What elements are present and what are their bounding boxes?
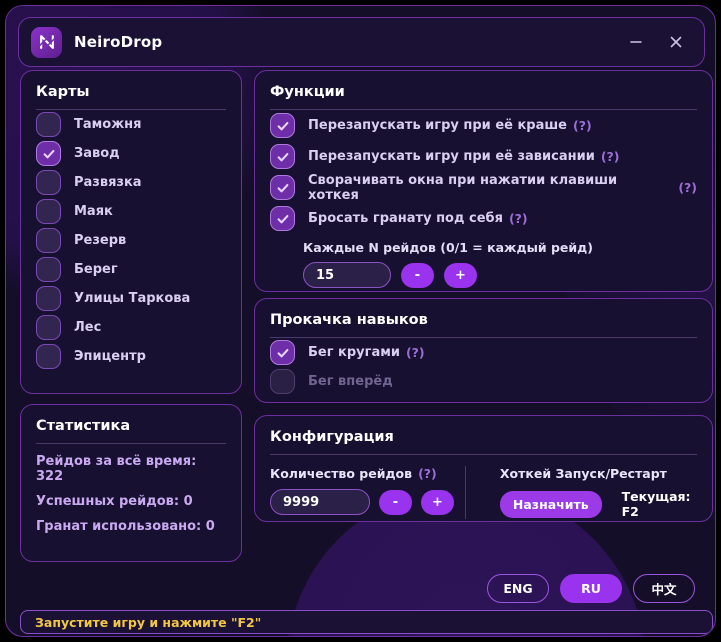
map-item-label: Улицы Таркова — [74, 291, 191, 306]
grenade-interval-label: Каждые N рейдов (0/1 = каждый рейд) — [303, 240, 593, 255]
map-item-bereg[interactable]: Берег — [36, 255, 226, 284]
configuration-panel-divider — [270, 454, 697, 455]
map-item-tamozhnya[interactable]: Таможня — [36, 110, 226, 139]
stat-successful-raids: Успешных рейдов: 0 — [36, 494, 193, 509]
maps-panel-title: Карты — [36, 84, 90, 100]
app-window: NeiroDrop Карты Таможня З — [5, 5, 716, 637]
checkbox-checked-icon[interactable] — [270, 340, 295, 365]
hotkey-controls: Назначить Текущая: F2 — [499, 489, 697, 519]
map-item-razvyazka[interactable]: Развязка — [36, 168, 226, 197]
language-button-ru[interactable]: RU — [560, 574, 622, 603]
skill-run-forward[interactable]: Бег вперёд — [270, 367, 697, 396]
checkbox-unchecked-icon[interactable] — [36, 286, 61, 311]
checkbox-unchecked-icon[interactable] — [36, 344, 61, 369]
function-restart-on-crash[interactable]: Перезапускать игру при её краше (?) — [270, 110, 697, 141]
configuration-panel: Конфигурация Количество рейдов (?) - + — [254, 415, 713, 522]
app-title: NeiroDrop — [74, 33, 163, 51]
language-switcher: ENG RU 中文 — [487, 574, 695, 603]
configuration-panel-title: Конфигурация — [270, 429, 394, 445]
hotkey-group: Хоткей Запуск/Рестарт Назначить Текущая:… — [483, 466, 697, 519]
stat-total-raids: Рейдов за всё время: 322 — [36, 454, 197, 484]
checkbox-unchecked-icon[interactable] — [36, 228, 61, 253]
map-item-label: Эпицентр — [74, 349, 146, 364]
raid-count-decrement-button[interactable]: - — [379, 489, 412, 515]
function-label: Перезапускать игру при её зависании — [308, 149, 595, 164]
grenade-interval-increment-button[interactable]: + — [444, 262, 477, 288]
checkbox-checked-icon[interactable] — [270, 206, 295, 231]
checkbox-checked-icon[interactable] — [270, 144, 295, 169]
map-item-zavod[interactable]: Завод — [36, 139, 226, 168]
functions-panel: Функции Перезапускать игру при её краше … — [254, 70, 713, 292]
checkbox-unchecked-icon[interactable] — [36, 257, 61, 282]
statistics-panel-title: Статистика — [36, 418, 131, 434]
checkbox-unchecked-icon[interactable] — [36, 112, 61, 137]
function-label: Бросать гранату под себя — [308, 211, 503, 226]
function-label: Перезапускать игру при её краше — [308, 118, 567, 133]
functions-panel-title: Функции — [270, 84, 345, 100]
checkbox-checked-icon[interactable] — [36, 141, 61, 166]
grenade-interval-decrement-button[interactable]: - — [401, 262, 434, 288]
help-icon[interactable]: (?) — [678, 180, 697, 195]
skills-panel: Прокачка навыков Бег кругами (?) Бег впе… — [254, 298, 713, 403]
skills-panel-divider — [270, 337, 697, 338]
language-button-eng[interactable]: ENG — [487, 574, 549, 603]
checkbox-unchecked-icon[interactable] — [270, 369, 295, 394]
function-label: Сворачивать окна при нажатии клавиши хот… — [308, 172, 618, 203]
statistics-panel-divider — [36, 443, 226, 444]
map-item-label: Резерв — [74, 233, 127, 248]
statistics-panel: Статистика Рейдов за всё время: 322 Успе… — [20, 404, 242, 562]
stat-grenades-used: Гранат использовано: 0 — [36, 519, 215, 534]
checkbox-checked-icon[interactable] — [270, 113, 295, 138]
skill-label: Бег вперёд — [308, 374, 393, 389]
current-hotkey-label: Текущая: F2 — [621, 489, 691, 519]
raid-count-stepper: - + — [270, 489, 465, 515]
map-item-epitsentr[interactable]: Эпицентр — [36, 342, 226, 371]
skill-label: Бег кругами — [308, 345, 400, 360]
map-item-label: Завод — [74, 146, 120, 161]
close-icon[interactable] — [656, 23, 696, 61]
language-button-zh[interactable]: 中文 — [633, 574, 695, 603]
help-icon[interactable]: (?) — [508, 211, 528, 226]
help-icon[interactable]: (?) — [600, 149, 620, 164]
checkbox-unchecked-icon[interactable] — [36, 199, 61, 224]
grenade-interval-input[interactable] — [303, 262, 391, 288]
assign-hotkey-button[interactable]: Назначить — [499, 490, 602, 518]
help-icon[interactable]: (?) — [405, 345, 425, 360]
maps-panel: Карты Таможня Завод Развязка Маяк — [20, 70, 242, 394]
checkbox-unchecked-icon[interactable] — [36, 315, 61, 340]
help-icon[interactable]: (?) — [573, 118, 592, 133]
raid-count-label: Количество рейдов — [270, 466, 413, 481]
raid-count-increment-button[interactable]: + — [421, 489, 454, 515]
grenade-interval-stepper: - + — [303, 262, 697, 288]
map-item-label: Таможня — [74, 117, 142, 132]
skills-panel-title: Прокачка навыков — [270, 312, 428, 328]
function-restart-on-freeze[interactable]: Перезапускать игру при её зависании (?) — [270, 141, 697, 172]
hotkey-label: Хоткей Запуск/Рестарт — [499, 466, 667, 481]
map-item-label: Берег — [74, 262, 118, 277]
map-item-label: Лес — [74, 320, 102, 335]
map-item-ulitsy-tarkova[interactable]: Улицы Таркова — [36, 284, 226, 313]
neirodrop-logo-icon — [31, 26, 62, 58]
title-bar: NeiroDrop — [18, 17, 705, 67]
map-item-label: Маяк — [74, 204, 113, 219]
configuration-columns: Количество рейдов (?) - + Хоткей Запуск/… — [270, 466, 697, 519]
function-throw-grenade[interactable]: Бросать гранату под себя (?) — [270, 203, 697, 234]
map-item-label: Развязка — [74, 175, 142, 190]
checkbox-checked-icon[interactable] — [270, 175, 295, 200]
help-icon[interactable]: (?) — [418, 466, 437, 481]
raid-count-group: Количество рейдов (?) - + — [270, 466, 465, 519]
map-item-rezerv[interactable]: Резерв — [36, 226, 226, 255]
status-message: Запустите игру и нажмите "F2" — [35, 614, 262, 630]
function-minimize-on-hotkey[interactable]: Сворачивать окна при нажатии клавиши хот… — [270, 172, 697, 203]
skill-run-circles[interactable]: Бег кругами (?) — [270, 338, 697, 367]
status-bar: Запустите игру и нажмите "F2" — [20, 610, 713, 634]
raid-count-label-row: Количество рейдов (?) — [270, 466, 465, 481]
map-item-les[interactable]: Лес — [36, 313, 226, 342]
functions-panel-divider — [270, 109, 697, 110]
configuration-vertical-divider — [464, 466, 466, 519]
raid-count-input[interactable] — [270, 489, 370, 515]
checkbox-unchecked-icon[interactable] — [36, 170, 61, 195]
minimize-icon[interactable] — [616, 23, 656, 61]
map-item-mayak[interactable]: Маяк — [36, 197, 226, 226]
